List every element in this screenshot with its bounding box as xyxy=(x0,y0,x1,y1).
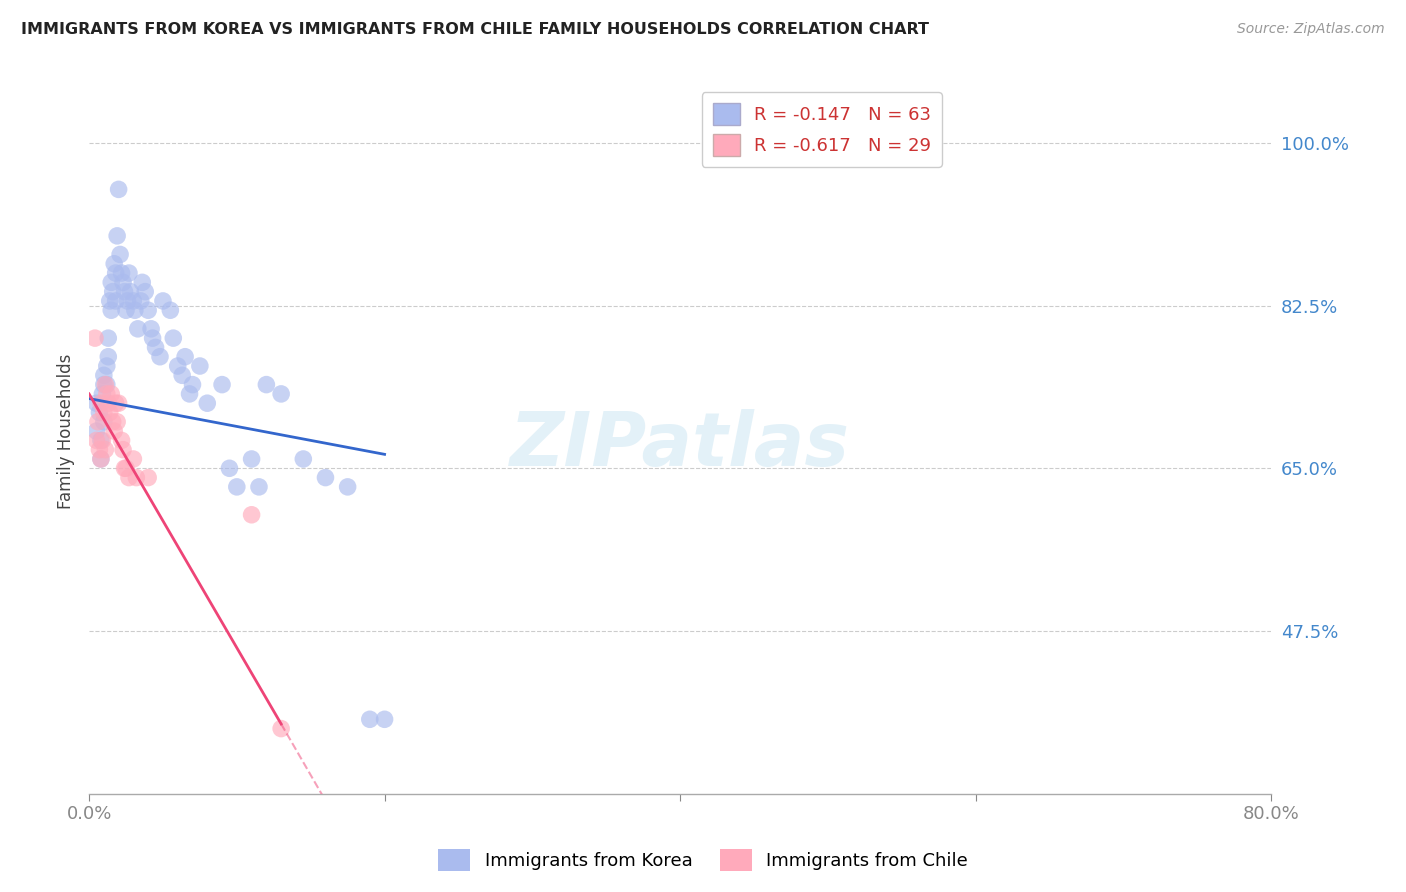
Point xyxy=(172,368,194,383)
Point xyxy=(152,293,174,308)
Point xyxy=(292,452,315,467)
Point xyxy=(89,405,111,419)
Point xyxy=(104,293,127,308)
Point xyxy=(100,276,122,290)
Point xyxy=(240,508,263,522)
Point xyxy=(84,331,107,345)
Point xyxy=(98,405,121,419)
Point xyxy=(101,285,124,299)
Point xyxy=(118,470,141,484)
Point xyxy=(218,461,240,475)
Point xyxy=(166,359,188,373)
Point xyxy=(94,377,117,392)
Point xyxy=(90,434,112,448)
Point xyxy=(96,387,118,401)
Legend: R = -0.147   N = 63, R = -0.617   N = 29: R = -0.147 N = 63, R = -0.617 N = 29 xyxy=(702,92,942,167)
Point xyxy=(114,461,136,475)
Point xyxy=(105,415,128,429)
Point xyxy=(97,396,120,410)
Point xyxy=(254,377,277,392)
Point xyxy=(127,322,149,336)
Point xyxy=(104,396,127,410)
Point xyxy=(136,303,159,318)
Y-axis label: Family Households: Family Households xyxy=(58,353,75,508)
Point xyxy=(359,712,381,726)
Point xyxy=(93,405,115,419)
Point xyxy=(142,331,165,345)
Point xyxy=(112,276,135,290)
Legend: Immigrants from Korea, Immigrants from Chile: Immigrants from Korea, Immigrants from C… xyxy=(430,842,976,879)
Point xyxy=(110,266,132,280)
Point xyxy=(108,247,131,261)
Point xyxy=(188,359,211,373)
Point xyxy=(122,452,145,467)
Text: ZIPatlas: ZIPatlas xyxy=(510,409,851,482)
Point xyxy=(270,387,292,401)
Point xyxy=(136,470,159,484)
Point xyxy=(104,266,127,280)
Point xyxy=(107,182,129,196)
Point xyxy=(96,359,118,373)
Point xyxy=(86,434,108,448)
Point xyxy=(91,387,114,401)
Point xyxy=(211,377,233,392)
Point xyxy=(114,285,136,299)
Point xyxy=(96,377,118,392)
Point xyxy=(100,303,122,318)
Point xyxy=(145,340,167,354)
Point xyxy=(103,424,125,438)
Text: IMMIGRANTS FROM KOREA VS IMMIGRANTS FROM CHILE FAMILY HOUSEHOLDS CORRELATION CHA: IMMIGRANTS FROM KOREA VS IMMIGRANTS FROM… xyxy=(21,22,929,37)
Point xyxy=(115,303,138,318)
Point xyxy=(97,331,120,345)
Point xyxy=(181,377,204,392)
Point xyxy=(120,285,142,299)
Point xyxy=(247,480,270,494)
Point xyxy=(117,293,139,308)
Point xyxy=(336,480,359,494)
Point xyxy=(105,228,128,243)
Point xyxy=(100,387,122,401)
Point xyxy=(149,350,172,364)
Point xyxy=(174,350,197,364)
Point xyxy=(124,303,146,318)
Point xyxy=(97,350,120,364)
Point xyxy=(90,396,112,410)
Point xyxy=(139,322,162,336)
Point xyxy=(93,368,115,383)
Point xyxy=(87,415,110,429)
Point xyxy=(112,442,135,457)
Point xyxy=(110,434,132,448)
Point xyxy=(270,722,292,736)
Point xyxy=(179,387,201,401)
Point xyxy=(314,470,336,484)
Point xyxy=(94,442,117,457)
Point xyxy=(89,442,111,457)
Point xyxy=(129,293,152,308)
Point xyxy=(195,396,218,410)
Point xyxy=(93,377,115,392)
Point xyxy=(162,331,184,345)
Point xyxy=(125,470,148,484)
Point xyxy=(103,257,125,271)
Point xyxy=(118,266,141,280)
Point xyxy=(86,424,108,438)
Point xyxy=(134,285,156,299)
Point xyxy=(101,415,124,429)
Text: Source: ZipAtlas.com: Source: ZipAtlas.com xyxy=(1237,22,1385,37)
Point xyxy=(159,303,181,318)
Point xyxy=(225,480,247,494)
Point xyxy=(91,434,114,448)
Point xyxy=(115,461,138,475)
Point xyxy=(90,452,112,467)
Point xyxy=(98,293,121,308)
Point xyxy=(93,415,115,429)
Point xyxy=(122,293,145,308)
Point xyxy=(131,276,153,290)
Point xyxy=(240,452,263,467)
Point xyxy=(107,396,129,410)
Point xyxy=(86,396,108,410)
Point xyxy=(374,712,396,726)
Point xyxy=(90,452,112,467)
